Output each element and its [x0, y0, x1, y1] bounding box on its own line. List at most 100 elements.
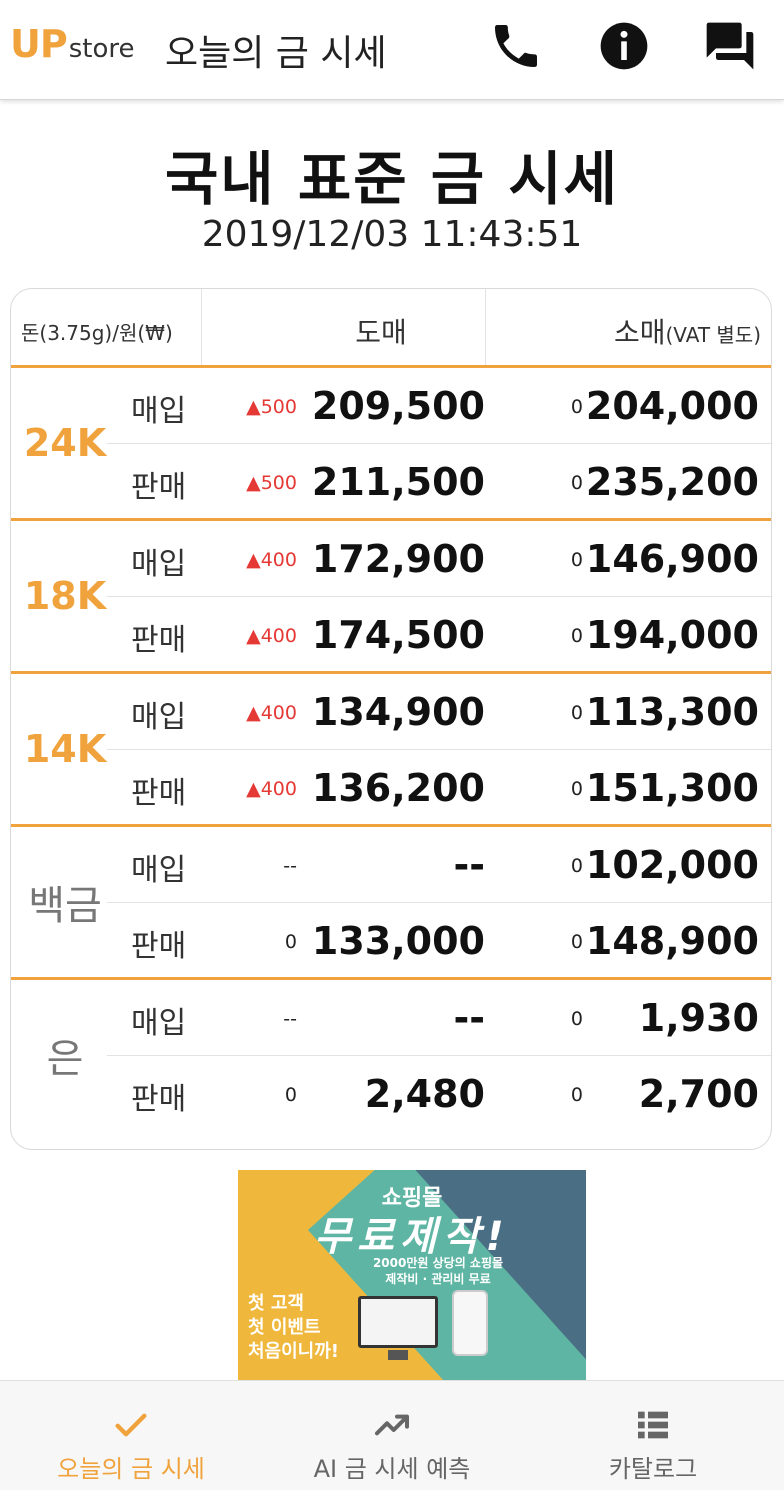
phone-icon[interactable]: [488, 18, 544, 74]
wholesale-price: 172,900: [311, 537, 485, 581]
nav-today-gold-price[interactable]: 오늘의 금 시세: [0, 1381, 262, 1490]
wholesale-change: 0: [284, 931, 297, 953]
retail-change: 0: [570, 625, 583, 647]
nav-label: AI 금 시세 예측: [313, 1455, 471, 1483]
row-label: 판매: [131, 929, 187, 964]
chat-icon[interactable]: [702, 18, 758, 74]
unit-header: 돈(3.75g)/원(₩): [21, 321, 173, 345]
wholesale-price: 209,500: [311, 384, 485, 428]
table-row: 매입 -- -- 0 102,000: [107, 827, 771, 902]
table-row: 판매 ▲500 211,500 0 235,200: [107, 443, 771, 518]
price-table: 돈(3.75g)/원(₩) 도매 소매(VAT 별도) 24K 매입 ▲500 …: [10, 288, 772, 1150]
table-row: 판매 0 2,480 0 2,700: [107, 1055, 771, 1130]
table-row: 판매 ▲400 136,200 0 151,300: [107, 749, 771, 824]
wholesale-price: --: [453, 996, 485, 1040]
retail-price: 235,200: [585, 460, 759, 504]
app-header: UPstore 오늘의 금 시세: [0, 0, 784, 100]
retail-change: 0: [570, 472, 583, 494]
table-row: 판매 ▲400 174,500 0 194,000: [107, 596, 771, 671]
retail-change: 0: [570, 778, 583, 800]
banner-top-text: 쇼핑몰: [381, 1186, 443, 1211]
wholesale-price: 134,900: [311, 690, 485, 734]
wholesale-change: 0: [284, 1084, 297, 1106]
retail-price: 204,000: [585, 384, 759, 428]
retail-change: 0: [570, 931, 583, 953]
nav-ai-prediction[interactable]: AI 금 시세 예측: [261, 1381, 523, 1490]
row-label: 매입: [131, 1006, 187, 1041]
metal-label: 백금: [28, 883, 102, 929]
info-icon[interactable]: [596, 18, 652, 74]
metal-label: 18K: [23, 574, 107, 618]
logo-store-text: store: [68, 34, 135, 64]
wholesale-change: ▲400: [246, 702, 297, 724]
table-row: 매입 ▲400 134,900 0 113,300: [107, 674, 771, 749]
wholesale-change: ▲500: [246, 472, 297, 494]
nav-label: 오늘의 금 시세: [57, 1455, 205, 1483]
wholesale-change: ▲500: [246, 396, 297, 418]
wholesale-price: --: [453, 843, 485, 887]
retail-header-label: 소매: [613, 316, 666, 349]
wholesale-change: --: [283, 855, 297, 877]
row-label: 매입: [131, 853, 187, 888]
wholesale-change: ▲400: [246, 778, 297, 800]
price-timestamp: 2019/12/03 11:43:51: [201, 214, 583, 255]
wholesale-change: ▲400: [246, 549, 297, 571]
logo-up-text: UP: [10, 22, 68, 66]
retail-price: 151,300: [585, 766, 759, 810]
wholesale-price: 211,500: [311, 460, 485, 504]
header-divider: [485, 289, 486, 367]
banner-event-text: 첫 고객 첫 이벤트 처음이니까!: [248, 1292, 339, 1364]
banner-event-line: 처음이니까!: [248, 1341, 340, 1362]
page-title: 국내 표준 금 시세: [164, 145, 620, 213]
table-row: 매입 ▲500 209,500 0 204,000: [107, 368, 771, 443]
metal-label: 14K: [23, 727, 107, 771]
banner-event-line: 첫 고객: [248, 1293, 304, 1314]
row-label: 매입: [131, 547, 187, 582]
row-label: 판매: [131, 623, 187, 658]
header-title: 오늘의 금 시세: [165, 33, 387, 74]
price-group-18k: 18K 매입 ▲400 172,900 0 146,900 판매 ▲400 17…: [11, 518, 771, 671]
retail-price: 148,900: [585, 919, 759, 963]
wholesale-price: 133,000: [311, 919, 485, 963]
monitor-illustration: [358, 1296, 438, 1348]
promo-banner[interactable]: 쇼핑몰 무료제작! 2000만원 상당의 쇼핑몰 제작비 · 관리비 무료 첫 …: [238, 1170, 586, 1380]
wholesale-change: --: [283, 1008, 297, 1030]
retail-change: 0: [570, 1008, 583, 1030]
row-label: 판매: [131, 776, 187, 811]
phone-illustration: [452, 1290, 488, 1356]
check-icon: [115, 1413, 147, 1437]
price-group-platinum: 백금 매입 -- -- 0 102,000 판매 0 133,000 0 148…: [11, 824, 771, 977]
banner-subtext: 2000만원 상당의 쇼핑몰: [372, 1256, 504, 1270]
row-label: 판매: [131, 1082, 187, 1117]
wholesale-header: 도매: [355, 316, 407, 349]
upstore-logo[interactable]: UPstore: [10, 22, 134, 66]
header-divider: [201, 289, 202, 367]
retail-change: 0: [570, 1084, 583, 1106]
retail-header: 소매(VAT 별도): [614, 311, 761, 351]
monitor-stand-illustration: [388, 1350, 408, 1360]
trending-up-icon: [375, 1414, 409, 1436]
row-label: 매입: [131, 700, 187, 735]
wholesale-price: 2,480: [364, 1072, 485, 1116]
metal-label: 은: [46, 1036, 84, 1082]
row-label: 매입: [131, 394, 187, 429]
retail-change: 0: [570, 702, 583, 724]
retail-header-note: (VAT 별도): [665, 323, 761, 347]
table-row: 판매 0 133,000 0 148,900: [107, 902, 771, 977]
nav-catalog[interactable]: 카탈로그: [522, 1381, 784, 1490]
retail-price: 146,900: [585, 537, 759, 581]
nav-label: 카탈로그: [608, 1455, 698, 1483]
retail-price: 194,000: [585, 613, 759, 657]
retail-price: 1,930: [638, 996, 759, 1040]
banner-subtext: 제작비 · 관리비 무료: [385, 1272, 491, 1286]
retail-change: 0: [570, 855, 583, 877]
retail-change: 0: [570, 549, 583, 571]
row-label: 판매: [131, 470, 187, 505]
price-group-14k: 14K 매입 ▲400 134,900 0 113,300 판매 ▲400 13…: [11, 671, 771, 824]
banner-headline: 무료제작!: [314, 1214, 510, 1260]
retail-price: 102,000: [585, 843, 759, 887]
wholesale-price: 174,500: [311, 613, 485, 657]
retail-price: 113,300: [585, 690, 759, 734]
price-group-24k: 24K 매입 ▲500 209,500 0 204,000 판매 ▲500 21…: [11, 365, 771, 518]
bottom-navigation: 오늘의 금 시세 AI 금 시세 예측 카탈로그: [0, 1380, 784, 1490]
